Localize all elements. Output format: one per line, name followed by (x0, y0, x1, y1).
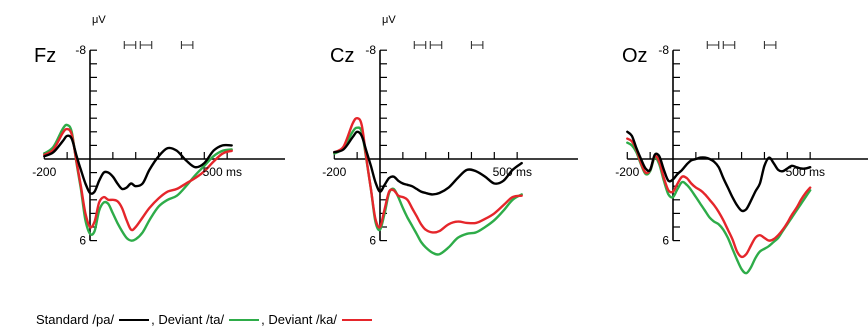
y-tick-label-top: -8 (75, 43, 86, 57)
waveform-standard (626, 130, 812, 213)
legend-sep-1: , (151, 312, 155, 328)
significance-window (722, 41, 736, 49)
x-tick-label-right: 500 ms (493, 165, 532, 179)
y-tick-label-bottom: 6 (79, 234, 86, 248)
electrode-label: Oz (622, 45, 648, 67)
significance-window (123, 41, 137, 49)
legend-label-deviant-ka: Deviant /ka/ (268, 312, 337, 328)
y-tick-label-bottom: 6 (662, 234, 669, 248)
waveform-deviant-ka (333, 116, 523, 234)
waveform-standard (43, 134, 233, 195)
significance-window (763, 41, 777, 49)
panel-fz: Fz -8 6 -200 500 ms μV (32, 14, 285, 248)
y-tick-label-top: -8 (365, 43, 376, 57)
x-tick-label-left: -200 (615, 165, 639, 179)
significance-window (429, 41, 443, 49)
x-tick-label-left: -200 (322, 165, 346, 179)
y-tick-label-bottom: 6 (369, 234, 376, 248)
legend-label-deviant-ta: Deviant /ta/ (158, 312, 225, 328)
legend: Standard /pa/, Deviant /ta/, Deviant /ka… (36, 311, 374, 327)
significance-window (180, 41, 194, 49)
legend-swatch-standard (119, 318, 150, 321)
waveform-deviant-ta (626, 141, 812, 275)
significance-window (413, 41, 427, 49)
y-tick-label-top: -8 (658, 43, 669, 57)
panel-oz: Oz -8 6 -200 500 ms (615, 41, 868, 275)
unit-label: μV (92, 14, 106, 26)
waveform-standard (333, 130, 523, 196)
significance-window (470, 41, 484, 49)
unit-label: μV (382, 14, 396, 26)
legend-swatch-deviant-ta (229, 318, 260, 321)
waveform-deviant-ta (333, 126, 523, 256)
significance-window (139, 41, 153, 49)
legend-swatch-deviant-ka (341, 318, 372, 321)
legend-label-standard: Standard /pa/ (36, 312, 115, 328)
x-tick-label-right: 500 ms (786, 165, 825, 179)
legend-sep-2: , (261, 312, 265, 328)
waveform-deviant-ka (43, 127, 233, 232)
electrode-label: Fz (34, 45, 56, 67)
x-tick-label-left: -200 (32, 165, 56, 179)
waveform-deviant-ka (626, 137, 812, 259)
significance-window (706, 41, 720, 49)
x-tick-label-right: 500 ms (203, 165, 242, 179)
electrode-label: Cz (330, 45, 354, 67)
panel-cz: Cz -8 6 -200 500 ms μV (322, 14, 578, 256)
